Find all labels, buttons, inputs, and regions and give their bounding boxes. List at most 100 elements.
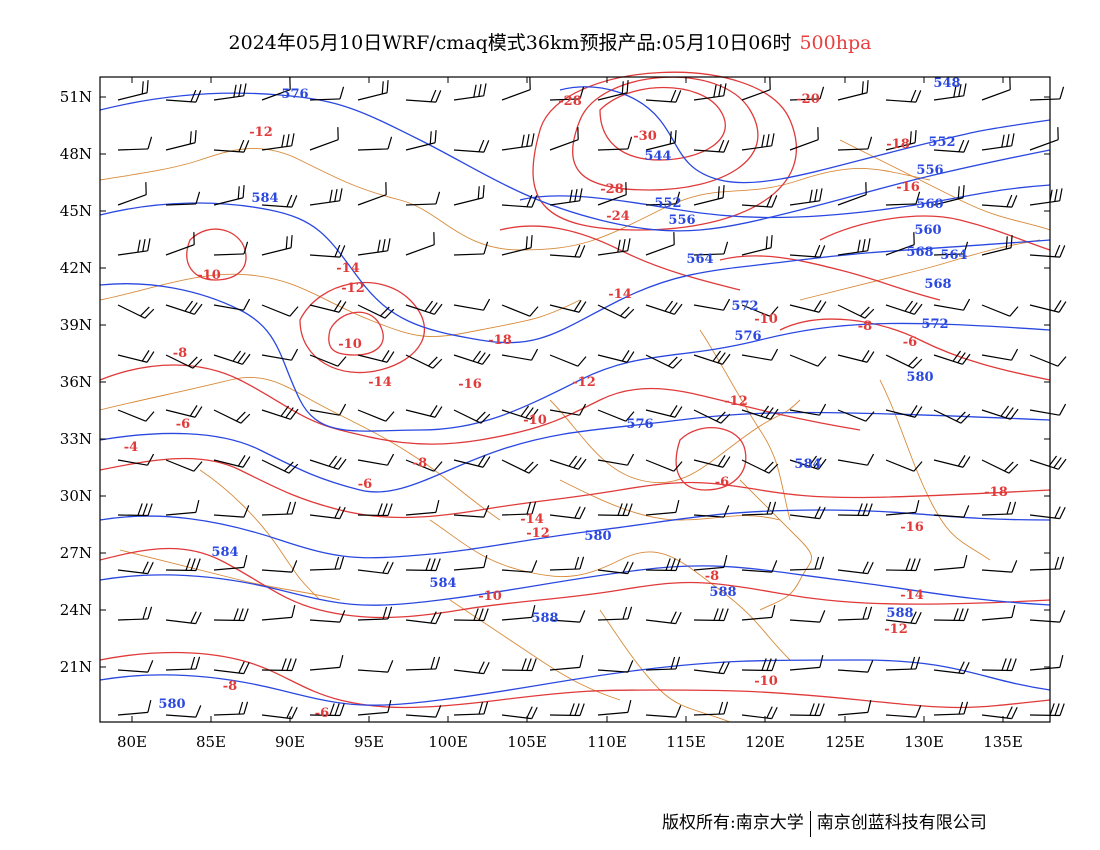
wind-barb xyxy=(117,699,152,716)
wind-barb xyxy=(501,658,537,672)
wind-barb xyxy=(213,455,251,468)
wind-barb xyxy=(837,80,869,101)
lat-label: 24N xyxy=(60,601,92,619)
wind-barb xyxy=(741,77,771,101)
wind-barb xyxy=(693,185,725,206)
temperature-label: -28 xyxy=(558,94,582,109)
wind-barb xyxy=(597,182,627,206)
temperature-label: -8 xyxy=(413,456,427,471)
temperature-label: -18 xyxy=(488,333,512,348)
wind-barb xyxy=(933,83,967,101)
wind-barb xyxy=(405,130,437,151)
wind-barb xyxy=(261,348,299,361)
wind-barb xyxy=(741,658,777,672)
wind-barb xyxy=(165,232,195,256)
wind-barb xyxy=(117,304,155,319)
wind-barb xyxy=(405,300,443,315)
wind-barb xyxy=(405,656,441,671)
wind-barb xyxy=(1029,127,1059,151)
wind-barb xyxy=(213,350,251,365)
temperature-label: -28 xyxy=(600,182,624,197)
wind-barb xyxy=(933,241,969,256)
wind-barb xyxy=(453,505,490,518)
wind-barb xyxy=(117,80,149,101)
wind-barb xyxy=(357,503,393,517)
temperature-contour xyxy=(186,228,247,281)
lon-label: 105E xyxy=(507,733,547,751)
wind-barb xyxy=(309,86,345,101)
lon-label: 110E xyxy=(587,733,627,751)
wind-barb xyxy=(549,354,587,367)
height-label: 564 xyxy=(686,252,713,267)
wind-barb xyxy=(357,304,395,319)
temperature-contour xyxy=(675,427,747,491)
height-label: 580 xyxy=(584,529,611,544)
wind-barb xyxy=(213,241,249,256)
wind-barb xyxy=(309,127,339,151)
wind-barb xyxy=(693,505,730,518)
wind-barb xyxy=(405,459,443,472)
height-contour xyxy=(519,184,1051,219)
height-label: 544 xyxy=(644,149,671,164)
lat-label: 48N xyxy=(60,145,92,163)
wind-barb xyxy=(213,139,250,153)
height-label: 568 xyxy=(906,245,933,260)
height-label: 572 xyxy=(731,299,758,314)
wind-barb xyxy=(789,86,825,101)
wind-barb xyxy=(837,350,875,363)
wind-barb xyxy=(933,185,965,206)
wind-barb xyxy=(261,459,299,474)
wind-barb xyxy=(453,241,489,256)
temperature-label: -4 xyxy=(124,440,138,455)
wind-barb xyxy=(597,503,633,517)
temperature-label: -20 xyxy=(796,92,820,107)
border-line xyxy=(599,609,731,723)
border-line xyxy=(879,379,991,561)
height-label: 584 xyxy=(251,191,278,206)
wind-barb xyxy=(501,501,537,516)
wind-barb xyxy=(213,83,247,101)
wind-barb xyxy=(357,136,393,151)
border-line xyxy=(699,329,791,521)
wind-barb xyxy=(645,130,677,151)
wind-barb xyxy=(981,604,1016,621)
temperature-label: -8 xyxy=(705,569,719,584)
wind-barb xyxy=(453,661,490,675)
wind-barb xyxy=(213,298,251,311)
wind-barb xyxy=(933,298,971,311)
wind-barb xyxy=(453,554,488,571)
wind-barb xyxy=(597,80,629,101)
temperature-label: -8 xyxy=(223,679,237,694)
lon-label: 120E xyxy=(745,733,785,751)
temperature-label: -14 xyxy=(608,287,632,302)
wind-barb xyxy=(789,127,819,151)
wind-barb xyxy=(405,354,443,369)
temperature-label: -30 xyxy=(633,129,657,144)
wind-barb xyxy=(453,350,491,365)
temperature-label: -12 xyxy=(341,281,365,296)
wind-barb xyxy=(405,89,442,103)
wind-barb xyxy=(741,459,779,474)
wind-barb xyxy=(741,405,779,420)
wind-barb xyxy=(357,561,394,575)
height-contour xyxy=(99,283,1051,432)
wind-barb xyxy=(981,304,1019,317)
wind-barb xyxy=(645,705,682,718)
wind-barb xyxy=(933,350,971,365)
wind-barb xyxy=(261,235,293,256)
wind-barb xyxy=(885,354,923,369)
wind-barb xyxy=(981,658,1017,672)
wind-barb xyxy=(597,350,635,363)
wind-barb xyxy=(357,453,395,466)
wind-barb xyxy=(693,701,729,716)
wind-barb xyxy=(549,556,585,571)
temperature-contour xyxy=(532,71,797,231)
wind-barb xyxy=(405,191,441,206)
temperature-label: -6 xyxy=(903,335,917,350)
border-line xyxy=(429,519,791,661)
wind-barb xyxy=(885,89,922,103)
height-label: 580 xyxy=(906,370,933,385)
copyright: 版权所有:南京大学 南京创蓝科技有限公司 xyxy=(662,808,987,837)
wind-barb xyxy=(117,561,154,575)
height-label: 588 xyxy=(886,606,913,621)
